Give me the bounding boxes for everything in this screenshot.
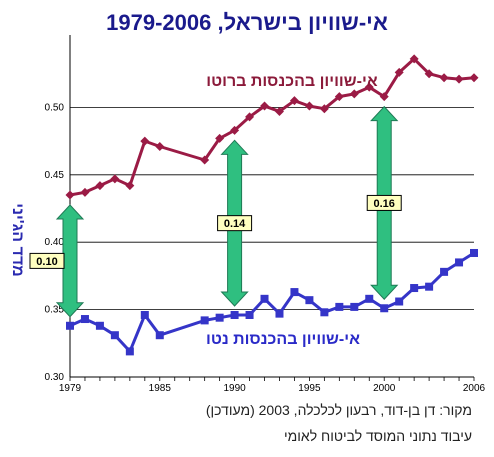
data-point-net bbox=[66, 321, 74, 330]
data-point-gross bbox=[140, 136, 150, 146]
data-point-net bbox=[95, 321, 104, 330]
data-point-gross bbox=[304, 101, 314, 111]
data-point-gross bbox=[110, 174, 120, 184]
data-point-net bbox=[410, 284, 419, 293]
grid bbox=[70, 107, 474, 311]
data-point-gross bbox=[409, 54, 419, 64]
data-point-gross bbox=[230, 125, 240, 135]
data-point-gross bbox=[245, 112, 255, 122]
gap-label: 0.10 bbox=[36, 256, 57, 268]
data-point-net bbox=[365, 294, 374, 303]
data-point-net bbox=[335, 302, 344, 311]
gap-arrow bbox=[55, 204, 85, 318]
data-point-gross bbox=[65, 190, 75, 200]
data-point-gross bbox=[80, 187, 90, 197]
y-tick-label: 0.45 bbox=[45, 170, 65, 181]
data-point-gross bbox=[394, 67, 404, 77]
x-tick-label: 1995 bbox=[298, 383, 321, 394]
gap-label-box bbox=[29, 252, 65, 269]
y-tick-label: 0.35 bbox=[45, 305, 65, 316]
series-label-gross: אי-שוויון בהכנסות ברוטו bbox=[206, 73, 377, 90]
data-point-net bbox=[440, 267, 449, 276]
y-tick-label: 0.50 bbox=[45, 102, 65, 113]
data-point-net bbox=[425, 282, 434, 291]
data-point-net bbox=[305, 296, 314, 305]
data-point-net bbox=[200, 316, 209, 325]
data-point-gross bbox=[125, 181, 135, 191]
data-point-net bbox=[245, 310, 254, 319]
x-tick-label: 1990 bbox=[223, 383, 246, 394]
data-point-net bbox=[275, 309, 284, 318]
data-point-net bbox=[260, 294, 269, 303]
series-points bbox=[65, 54, 479, 356]
data-point-net bbox=[290, 288, 299, 297]
x-tick-labels: 1979 1985 1990 1995 2000 2006 bbox=[59, 377, 486, 394]
data-point-gross bbox=[469, 73, 479, 83]
data-point-net bbox=[350, 302, 359, 311]
gap-label: 0.14 bbox=[224, 218, 246, 230]
data-point-net bbox=[380, 304, 389, 313]
gap-label: 0.16 bbox=[374, 198, 395, 210]
data-point-net bbox=[155, 331, 164, 340]
data-point-gross bbox=[424, 69, 434, 79]
x-tick-label: 1985 bbox=[149, 383, 172, 394]
data-point-net bbox=[80, 315, 89, 324]
source-line-2: עיבוד נתוני המוסד לביטוח לאומי bbox=[284, 428, 472, 444]
data-point-gross bbox=[334, 92, 344, 102]
x-tick-label: 1979 bbox=[59, 383, 82, 394]
series-lines bbox=[69, 57, 475, 353]
data-point-gross bbox=[274, 106, 284, 116]
data-point-gross bbox=[379, 92, 389, 102]
data-point-gross bbox=[454, 74, 464, 84]
data-point-net bbox=[140, 310, 149, 319]
data-point-net bbox=[470, 248, 478, 257]
series-line-gross bbox=[69, 57, 475, 197]
data-point-net bbox=[320, 308, 329, 317]
data-point-net bbox=[215, 313, 224, 322]
data-point-gross bbox=[155, 141, 165, 151]
data-point-net bbox=[395, 297, 404, 306]
gap-label-box bbox=[366, 194, 402, 211]
y-tick-label: 0.30 bbox=[45, 372, 65, 383]
data-point-gross bbox=[319, 104, 329, 114]
gap-label-box bbox=[217, 215, 253, 232]
data-point-gross bbox=[95, 181, 105, 191]
x-tick-label: 2000 bbox=[373, 383, 396, 394]
data-point-net bbox=[110, 331, 119, 340]
data-point-net bbox=[125, 347, 134, 356]
gap-arrows: 0.10 0.14 0.16 bbox=[29, 105, 402, 318]
series-label-net: אי-שוויון בהכנסות נטו bbox=[206, 331, 360, 348]
data-point-net bbox=[230, 310, 239, 319]
data-point-net bbox=[455, 258, 464, 267]
data-point-gross bbox=[200, 155, 210, 165]
y-tick-labels: 0.30 0.35 0.40 0.45 0.50 bbox=[45, 102, 65, 383]
y-tick-label: 0.40 bbox=[45, 237, 65, 248]
data-point-gross bbox=[260, 101, 270, 111]
data-point-gross bbox=[439, 73, 449, 83]
chart-title: אי-שוויון בישראל, 1979-2006 bbox=[106, 10, 388, 35]
data-point-gross bbox=[364, 82, 374, 92]
x-tick-label: 2006 bbox=[463, 383, 486, 394]
y-axis-label: מדד הג'יני bbox=[9, 203, 26, 277]
data-point-gross bbox=[215, 133, 225, 143]
data-point-gross bbox=[289, 96, 299, 106]
source-line-1: מקור: דן בן-דוד, רבעון לכלכלה, 2003 (מעו… bbox=[205, 402, 472, 418]
data-point-gross bbox=[349, 89, 359, 99]
